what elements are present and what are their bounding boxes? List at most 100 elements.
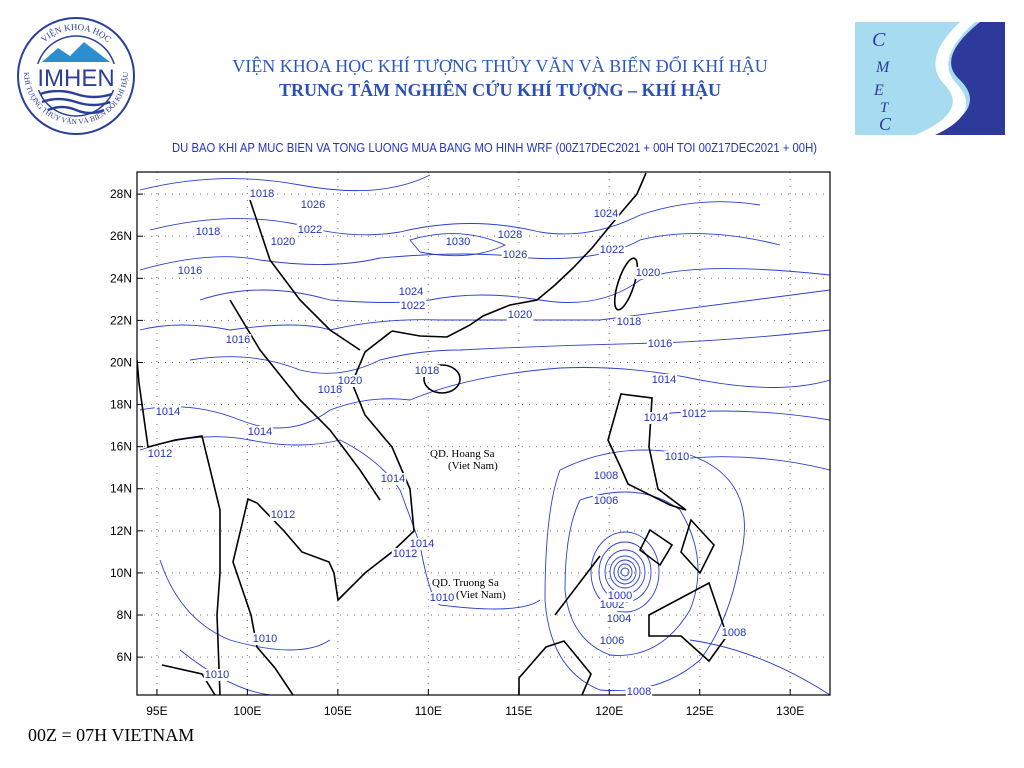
logo-letter: T: [880, 100, 890, 116]
y-tick-label: 20N: [110, 355, 132, 369]
isobar-label-bg: [246, 426, 274, 438]
isobar-line: [617, 563, 633, 581]
isobar-label-bg: [176, 265, 204, 277]
isobar-label: 1010: [253, 633, 277, 645]
isobar-label: 1010: [205, 669, 229, 681]
border: [229, 199, 381, 501]
isobar-label-bg: [444, 236, 472, 248]
isobar-label: 1012: [271, 509, 295, 521]
isobar-label: 1018: [415, 365, 439, 377]
isobar-line: [149, 201, 761, 236]
isobar-label: 1012: [393, 548, 417, 560]
y-tick-label: 28N: [110, 187, 132, 201]
isobar-label-bg: [625, 686, 653, 698]
logo-stroke: [915, 22, 975, 135]
isobar-label: 1016: [226, 334, 250, 346]
imhen-logo: VIỆN KHOA HỌC KHÍ TƯỢNG THỦY VĂN VÀ BIẾN…: [17, 17, 135, 135]
y-tick-label: 18N: [110, 398, 132, 412]
isobar-label-bg: [408, 538, 436, 550]
isobar-label-bg: [650, 374, 678, 386]
isobar-line: [564, 491, 699, 656]
isobar-label: 1024: [594, 208, 618, 220]
x-tick-label: 110E: [415, 704, 442, 718]
isobar-label-bg: [720, 627, 748, 639]
grid: [137, 172, 830, 695]
isobar-label: 1014: [381, 473, 405, 485]
isobar-label: 1008: [722, 627, 746, 639]
footer: 00Z = 07H VIETNAM: [28, 725, 194, 745]
isobar-label-bg: [224, 334, 252, 346]
isobar-line: [199, 268, 830, 303]
isobar-line: [613, 559, 637, 585]
isobar-label: 1014: [644, 412, 668, 424]
isobar-label-bg: [663, 451, 691, 463]
isobar-label: 1010: [430, 592, 454, 604]
isobar-label: 1004: [607, 613, 631, 625]
isobar-label: 1014: [652, 374, 676, 386]
isobars: [139, 174, 830, 695]
place-label: QD. Hoang Sa: [430, 448, 495, 460]
y-tick-label: 12N: [110, 524, 132, 538]
map-frame: [136, 171, 831, 696]
isobar-line: [139, 367, 830, 429]
isobar-label-bg: [592, 470, 620, 482]
isobar-line: [649, 410, 830, 421]
place-label: (Viet Nam): [448, 460, 498, 472]
isobar-label: 1016: [178, 265, 202, 277]
isobar-label: 1008: [627, 686, 651, 698]
isobar-label: 1030: [446, 236, 470, 248]
isobar-label-bg: [391, 548, 419, 560]
y-tick-label: 16N: [110, 440, 132, 454]
isobar-label-bg: [501, 249, 529, 261]
x-tick-label: 115E: [505, 704, 532, 718]
isobar-line: [604, 549, 646, 595]
institute-name: VIỆN KHOA HỌC KHÍ TƯỢNG THỦY VĂN VÀ BIẾN…: [232, 55, 767, 76]
coastline: [391, 172, 647, 338]
isobar-label-bg: [296, 224, 324, 236]
isobar-label-bg: [615, 316, 643, 328]
palawan: [554, 555, 601, 616]
coastlines: [137, 172, 728, 695]
y-tick-label: 26N: [110, 229, 132, 243]
isobar-label: 1006: [600, 635, 624, 647]
map-layers: [137, 172, 830, 695]
y-tick-label: 14N: [110, 482, 132, 496]
isobar-line: [689, 639, 830, 695]
isobar-label: 1012: [682, 408, 706, 420]
map-title: DU BAO KHI AP MUC BIEN VA TONG LUONG MUA…: [172, 140, 817, 155]
isobar-label: 1006: [594, 495, 618, 507]
mindanao: [648, 581, 728, 663]
isobar-label-bg: [634, 267, 662, 279]
isobar-label-bg: [413, 365, 441, 377]
isobar-line: [669, 456, 830, 471]
isobar-label-bg: [399, 300, 427, 312]
isobar-label-bg: [598, 635, 626, 647]
isobar-label-bg: [397, 286, 425, 298]
logo-letter: M: [875, 59, 891, 76]
isobar-label-bg: [646, 338, 674, 350]
isobar-label-bg: [592, 208, 620, 220]
isobar-line: [590, 531, 660, 613]
isobar-line: [189, 329, 830, 374]
place-label: QD. Truong Sa: [432, 577, 499, 589]
y-tick-label: 10N: [110, 566, 132, 580]
isobar-label: 1028: [498, 229, 522, 241]
isobar-label: 1024: [399, 286, 423, 298]
place-labels: QD. Hoang Sa (Viet Nam) QD. Truong Sa (V…: [430, 448, 506, 601]
place-label: (Viet Nam): [456, 589, 506, 601]
isobar-label: 1020: [508, 309, 532, 321]
x-tick-label: 100E: [233, 704, 261, 718]
isobar-label-bg: [248, 188, 276, 200]
isobar-label: 1022: [401, 300, 425, 312]
x-tick-label: 105E: [324, 704, 352, 718]
sumatra: [161, 664, 216, 695]
isobar-label: 1020: [271, 236, 295, 248]
isobar-label-bg: [154, 406, 182, 418]
hainan: [423, 364, 461, 394]
logo-waves: [39, 89, 113, 115]
logo-shape: [930, 22, 1005, 135]
isobar-label: 1018: [250, 188, 274, 200]
isobar-label-bg: [203, 669, 231, 681]
isobar-label-bg: [642, 412, 670, 424]
